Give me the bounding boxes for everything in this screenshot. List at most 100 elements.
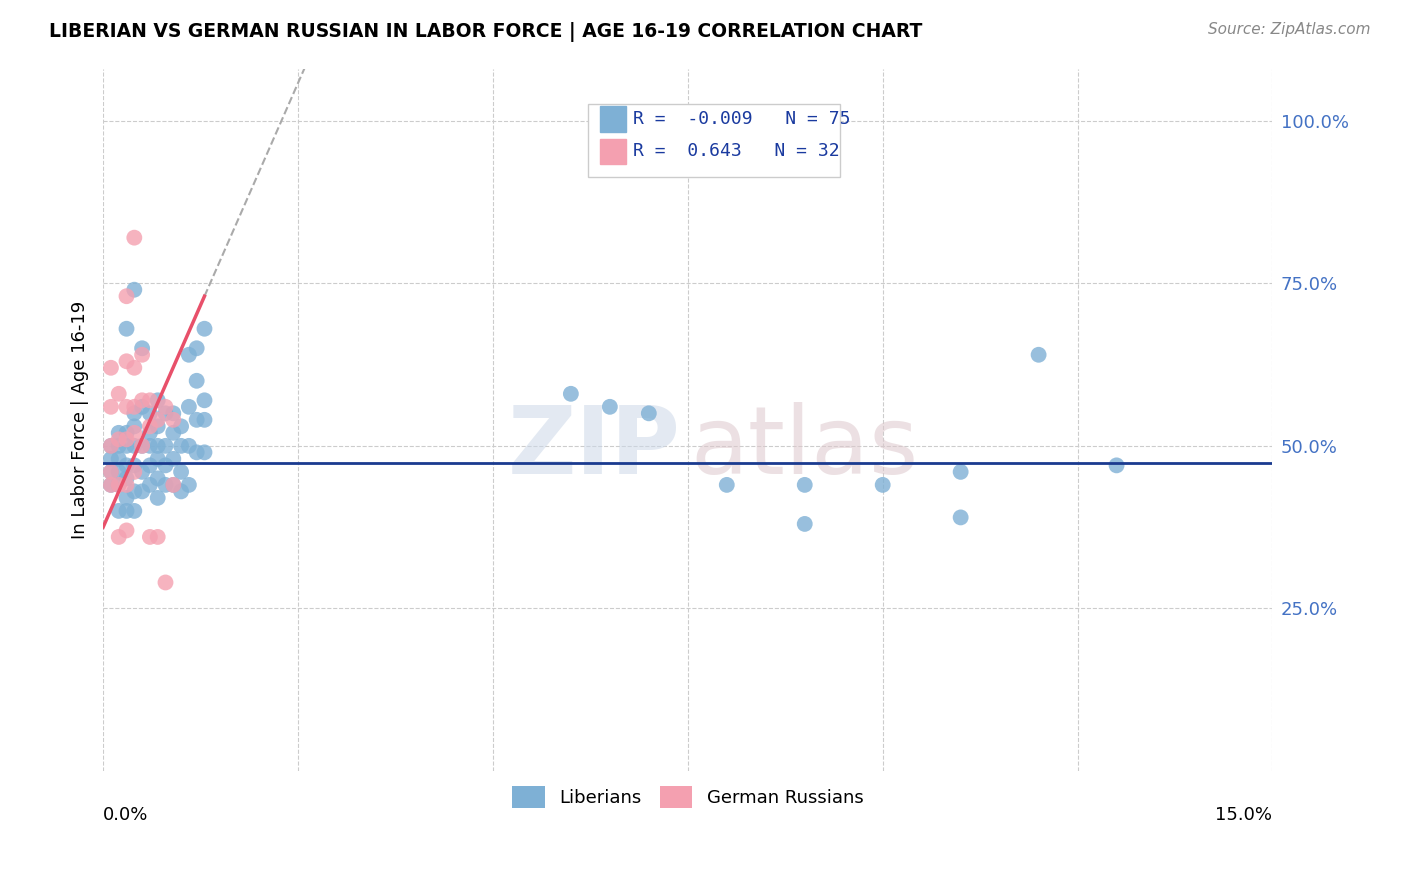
Point [139,406,162,420]
Point [155,458,177,473]
Point [146,451,169,466]
Point [100,439,122,453]
Point [177,478,200,492]
Text: Source: ZipAtlas.com: Source: ZipAtlas.com [1208,22,1371,37]
Point [146,439,169,453]
Point [170,419,193,434]
Point [100,478,122,492]
Point [139,530,162,544]
Point [139,458,162,473]
Point [124,458,146,473]
Point [193,322,215,336]
Point [177,348,200,362]
Text: LIBERIAN VS GERMAN RUSSIAN IN LABOR FORCE | AGE 16-19 CORRELATION CHART: LIBERIAN VS GERMAN RUSSIAN IN LABOR FORC… [49,22,922,42]
Point [793,478,815,492]
Point [124,425,146,440]
Point [131,393,153,408]
Point [100,400,122,414]
Point [155,439,177,453]
Point [131,400,153,414]
Point [131,439,153,453]
Point [146,530,169,544]
Point [139,439,162,453]
Point [793,516,815,531]
Point [115,322,138,336]
Bar [600,139,626,164]
Point [131,341,153,355]
Point [146,491,169,505]
Point [100,360,122,375]
Point [170,484,193,499]
Point [115,524,138,538]
Point [124,400,146,414]
Point [115,439,138,453]
Point [186,413,208,427]
Point [949,510,972,524]
Point [146,419,169,434]
Point [100,478,122,492]
Text: ZIP: ZIP [508,402,681,494]
Point [193,413,215,427]
Point [560,386,582,401]
Legend: Liberians, German Russians: Liberians, German Russians [505,779,870,814]
Point [107,465,129,479]
Point [124,504,146,518]
Bar [600,106,626,132]
Point [100,451,122,466]
Point [155,575,177,590]
Point [139,393,162,408]
Point [115,400,138,414]
Point [107,530,129,544]
Text: 15.0%: 15.0% [1215,806,1272,824]
Point [115,471,138,485]
Point [155,400,177,414]
Point [872,478,894,492]
Point [162,425,184,440]
Point [716,478,738,492]
Point [177,439,200,453]
Point [107,478,129,492]
Point [107,386,129,401]
Point [107,478,129,492]
Point [131,348,153,362]
Point [162,478,184,492]
Point [1028,348,1050,362]
Point [115,504,138,518]
Point [100,439,122,453]
Point [949,465,972,479]
Point [115,478,138,492]
Point [186,341,208,355]
Point [170,465,193,479]
Point [146,471,169,485]
Point [155,406,177,420]
Point [115,433,138,447]
Point [107,504,129,518]
Point [162,478,184,492]
Point [599,400,621,414]
Point [637,406,659,420]
Text: R =  -0.009   N = 75: R = -0.009 N = 75 [633,110,851,128]
Point [100,465,122,479]
Text: R =  0.643   N = 32: R = 0.643 N = 32 [633,143,839,161]
Point [115,354,138,368]
Point [124,283,146,297]
Point [131,439,153,453]
Point [115,491,138,505]
Point [107,433,129,447]
Text: 0.0%: 0.0% [103,806,149,824]
Point [107,439,129,453]
Point [115,458,138,473]
Point [162,406,184,420]
Point [162,451,184,466]
Point [193,393,215,408]
Point [1105,458,1128,473]
Point [115,289,138,303]
Point [100,465,122,479]
Point [177,400,200,414]
Point [146,393,169,408]
Point [124,465,146,479]
Point [186,374,208,388]
Text: atlas: atlas [690,402,920,494]
Point [131,465,153,479]
Point [124,419,146,434]
